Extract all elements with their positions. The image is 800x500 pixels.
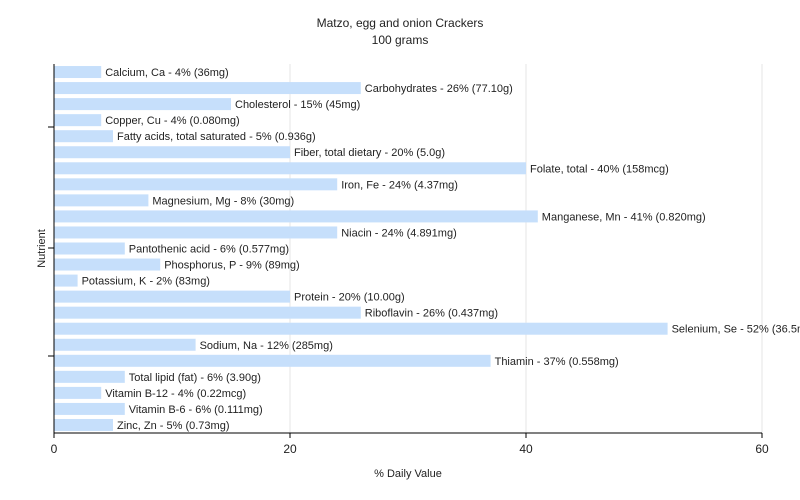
- bar-label: Vitamin B-6 - 6% (0.111mg): [129, 404, 263, 416]
- bar: [54, 306, 361, 319]
- bar: [54, 146, 290, 159]
- x-axis-title: % Daily Value: [374, 468, 442, 480]
- bar: [54, 354, 491, 367]
- chart-subtitle: 100 grams: [371, 33, 429, 47]
- bar-label: Riboflavin - 26% (0.437mg): [365, 308, 498, 320]
- bar-label: Carbohydrates - 26% (77.10g): [365, 83, 513, 95]
- bar: [54, 178, 338, 191]
- y-axis-title: Nutrient: [36, 229, 48, 268]
- bar: [54, 370, 125, 383]
- bar-label: Thiamin - 37% (0.558mg): [495, 356, 619, 368]
- bar: [54, 242, 125, 255]
- bar: [54, 338, 196, 351]
- chart-title: Matzo, egg and onion Crackers: [316, 16, 484, 30]
- bar: [54, 258, 161, 271]
- bar: [54, 194, 149, 207]
- bar-label: Total lipid (fat) - 6% (3.90g): [129, 372, 261, 384]
- bar-label: Pantothenic acid - 6% (0.577mg): [129, 244, 289, 256]
- bar: [54, 322, 668, 335]
- bar-label: Copper, Cu - 4% (0.080mg): [105, 115, 240, 127]
- bar-label: Calcium, Ca - 4% (36mg): [105, 67, 228, 79]
- x-tick-label: 0: [51, 442, 58, 456]
- bar: [54, 418, 113, 431]
- x-tick-label: 20: [283, 442, 297, 456]
- bar-label: Cholesterol - 15% (45mg): [235, 99, 360, 111]
- bar: [54, 226, 338, 239]
- bar: [54, 402, 125, 415]
- bar: [54, 274, 78, 287]
- bar: [54, 162, 526, 175]
- x-tick-label: 40: [519, 442, 533, 456]
- bar: [54, 66, 102, 79]
- bar-label: Fatty acids, total saturated - 5% (0.936…: [117, 131, 316, 143]
- bar-label: Potassium, K - 2% (83mg): [82, 276, 210, 288]
- bar-label: Fiber, total dietary - 20% (5.0g): [294, 147, 445, 159]
- bar: [54, 98, 231, 111]
- bar-label: Vitamin B-12 - 4% (0.22mcg): [105, 388, 246, 400]
- bar: [54, 386, 102, 399]
- bar-label: Iron, Fe - 24% (4.37mg): [341, 179, 458, 191]
- bar: [54, 82, 361, 95]
- bar-label: Zinc, Zn - 5% (0.73mg): [117, 420, 229, 432]
- bar-label: Magnesium, Mg - 8% (30mg): [152, 195, 294, 207]
- bar-label: Phosphorus, P - 9% (89mg): [164, 260, 300, 272]
- chart-title-block: Matzo, egg and onion Crackers 100 grams: [0, 15, 800, 49]
- bar-label: Niacin - 24% (4.891mg): [341, 227, 457, 239]
- plot-area: [54, 64, 762, 433]
- x-tick-label: 60: [755, 442, 769, 456]
- bar-label: Selenium, Se - 52% (36.5mcg): [672, 324, 800, 336]
- bar-label: Manganese, Mn - 41% (0.820mg): [542, 211, 706, 223]
- bar-label: Sodium, Na - 12% (285mg): [200, 340, 333, 352]
- bar: [54, 130, 113, 143]
- bar-label: Protein - 20% (10.00g): [294, 292, 405, 304]
- bar: [54, 210, 538, 223]
- bar: [54, 290, 290, 303]
- bar: [54, 114, 102, 127]
- bar-label: Folate, total - 40% (158mcg): [530, 163, 669, 175]
